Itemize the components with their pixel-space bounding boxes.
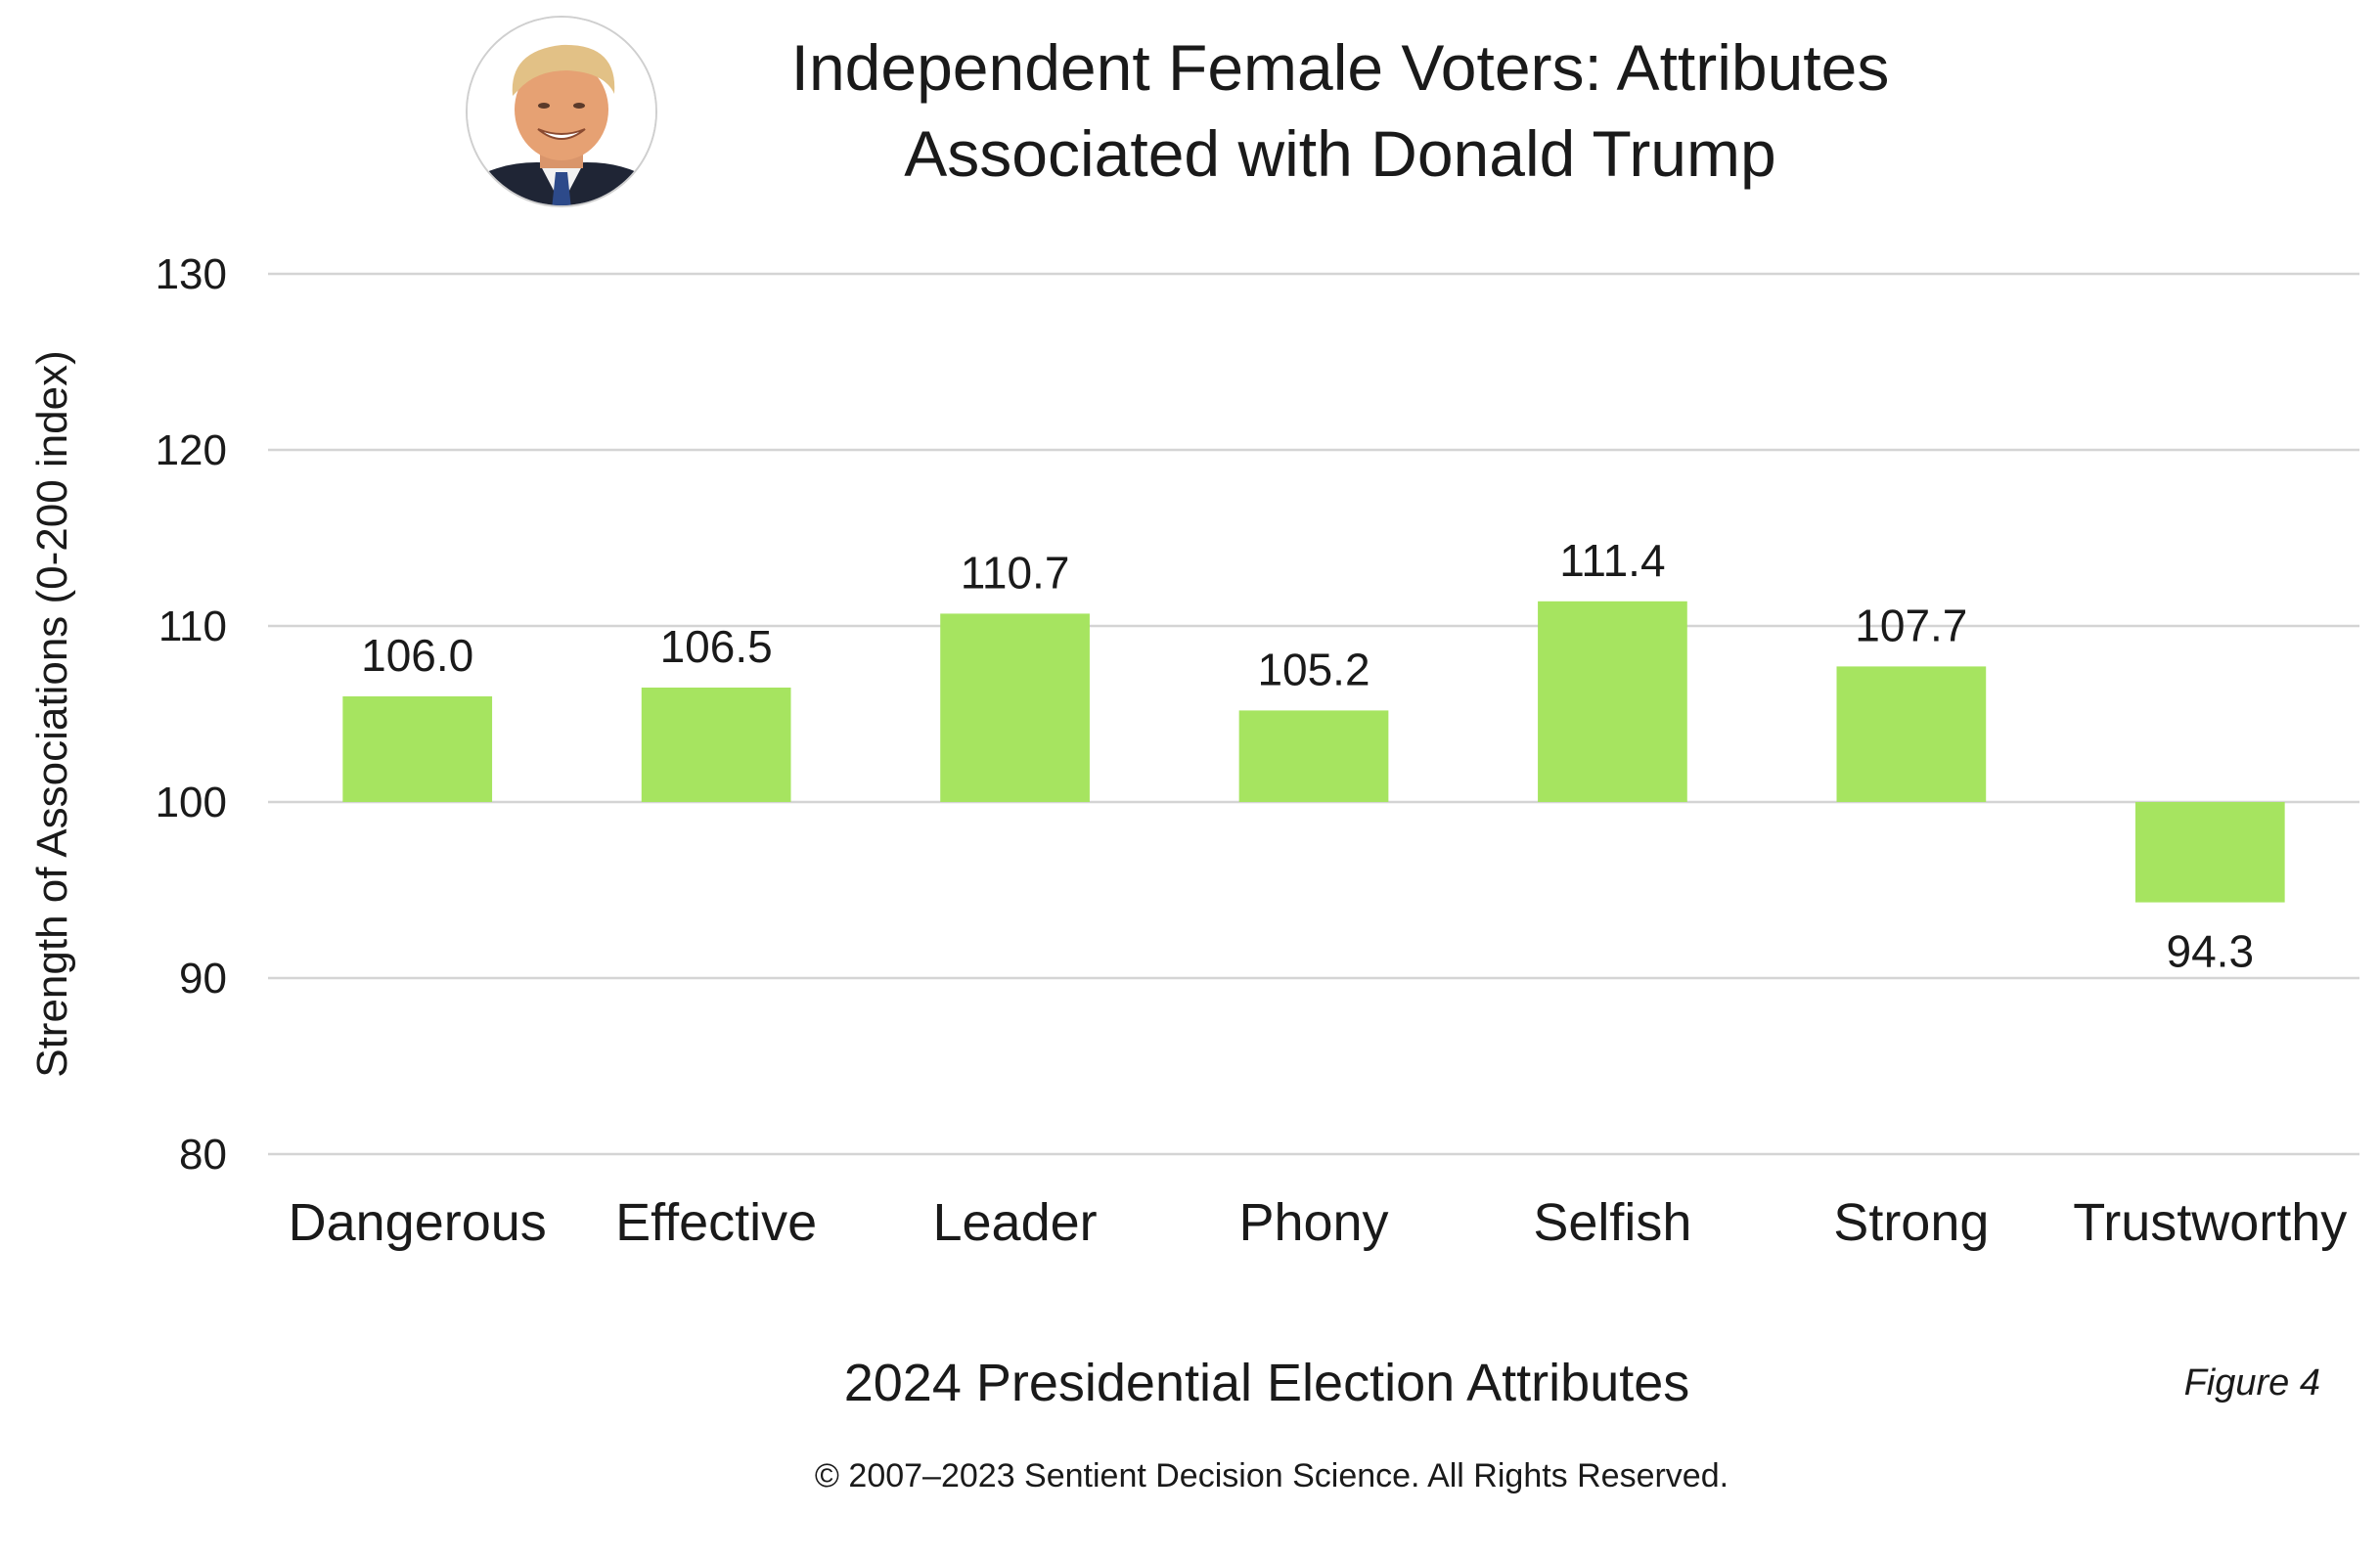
bar-selfish (1538, 601, 1687, 802)
y-tick-label: 130 (156, 250, 227, 298)
bar-strong (1836, 666, 1987, 802)
data-label-phony: 105.2 (1257, 644, 1370, 694)
candidate-portrait-icon (466, 16, 657, 207)
y-tick-label: 90 (179, 955, 227, 1003)
data-labels: 106.0 106.5 110.7 105.2 111.4 107.7 94.3 (361, 535, 2254, 977)
bar-dangerous (342, 696, 493, 802)
category-labels: Dangerous Effective Leader Phony Selfish Stro… (289, 1193, 2348, 1252)
data-label-dangerous: 106.0 (361, 630, 473, 681)
bar-trustworthy (2134, 802, 2285, 903)
chart-title-line-2: Associated with Donald Trump (904, 117, 1775, 190)
bar-leader (940, 613, 1090, 802)
y-tick-label: 110 (158, 602, 227, 650)
figure-tag: Figure 4 (2184, 1362, 2320, 1404)
category-label-strong: Strong (1833, 1193, 1989, 1252)
y-axis-title: Strength of Associations (0-200 index) (28, 350, 76, 1078)
category-label-leader: Leader (932, 1193, 1097, 1252)
y-tick-label: 80 (179, 1131, 227, 1179)
category-label-trustworthy: Trustworthy (2073, 1193, 2347, 1252)
bar-phony (1238, 710, 1389, 802)
category-label-dangerous: Dangerous (289, 1193, 547, 1252)
data-label-leader: 110.7 (961, 547, 1070, 598)
y-tick-labels: 80 90 100 110 120 130 (156, 250, 227, 1179)
data-label-selfish: 111.4 (1559, 535, 1665, 586)
category-label-selfish: Selfish (1533, 1193, 1691, 1252)
copyright-notice: © 2007–2023 Sentient Decision Science. A… (815, 1457, 1729, 1494)
y-tick-label: 120 (156, 426, 227, 474)
bars (342, 601, 2285, 903)
x-axis-title: 2024 Presidential Election Attributes (844, 1354, 1690, 1412)
data-label-effective: 106.5 (660, 621, 773, 672)
bar-effective (641, 688, 791, 802)
data-label-trustworthy: 94.3 (2167, 926, 2255, 977)
category-label-effective: Effective (615, 1193, 817, 1252)
y-tick-label: 100 (156, 779, 227, 826)
category-label-phony: Phony (1238, 1193, 1388, 1252)
chart-title-line-1: Independent Female Voters: Attributes (791, 31, 1890, 104)
data-label-strong: 107.7 (1855, 600, 1967, 650)
